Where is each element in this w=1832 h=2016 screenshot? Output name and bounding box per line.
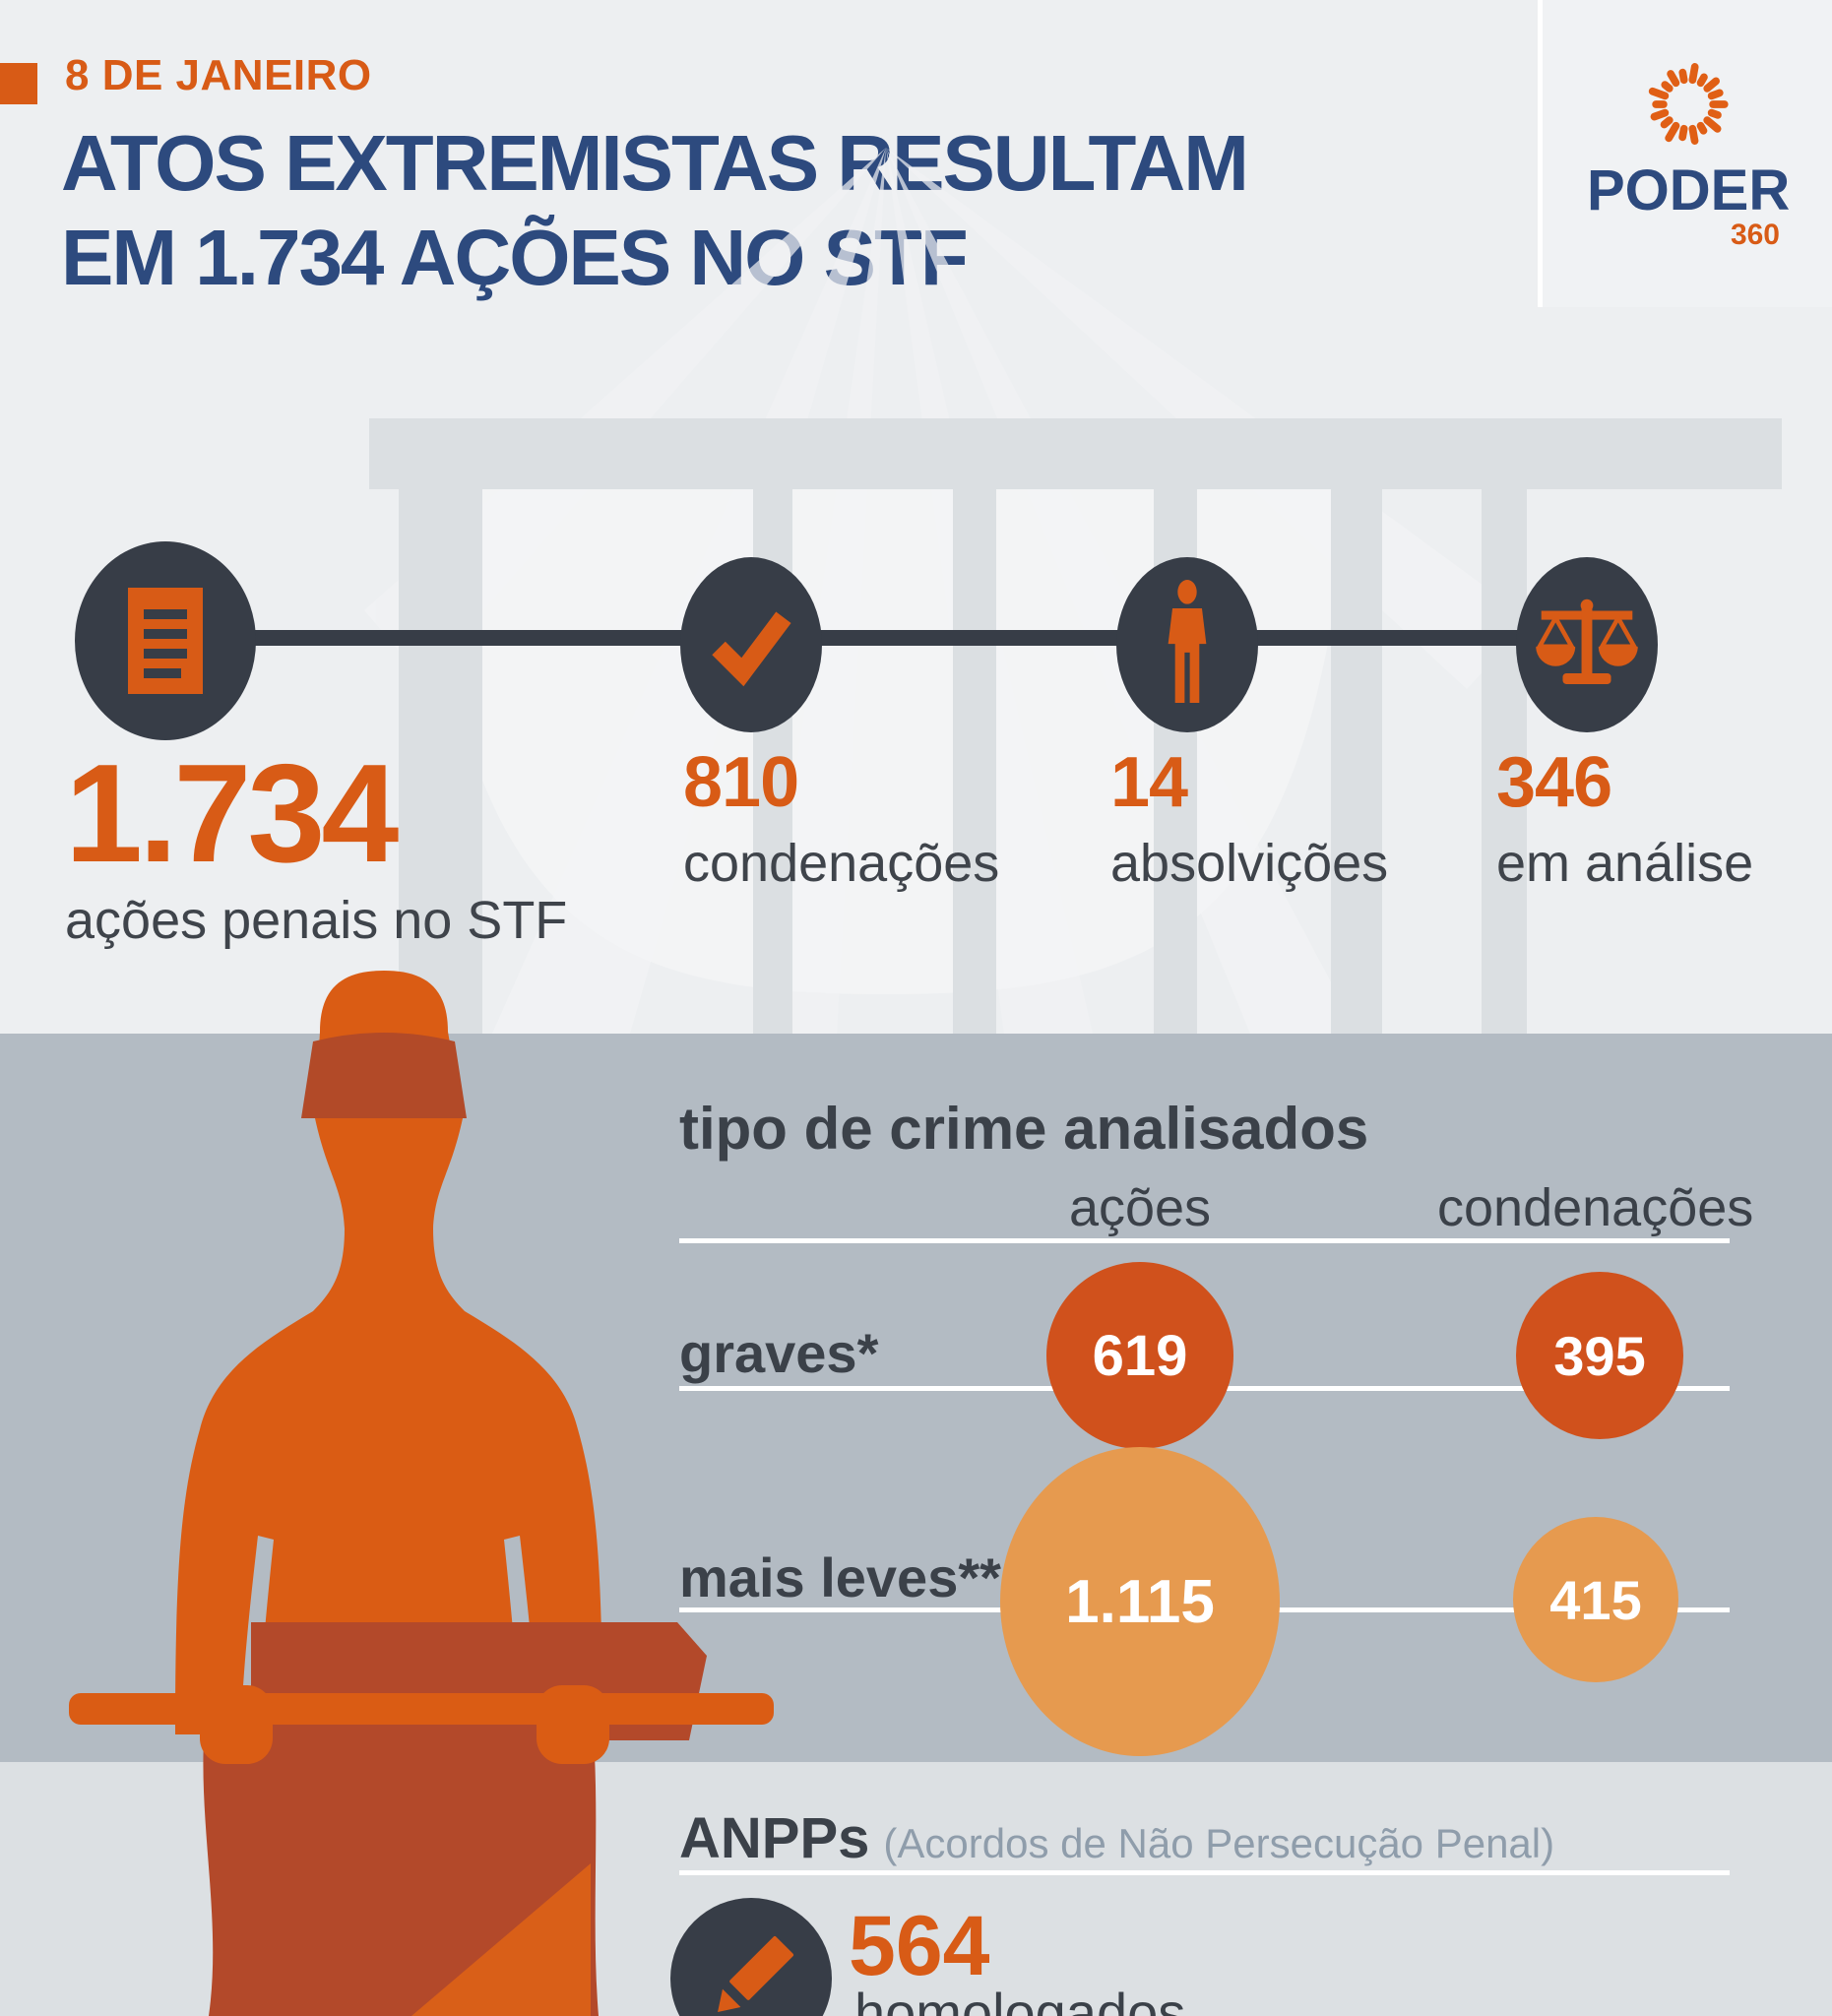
- anpp-value: 564: [849, 1899, 990, 1993]
- document-icon: [128, 588, 203, 694]
- anpp-subtitle: (Acordos de Não Persecução Penal): [883, 1820, 1555, 1866]
- stat-value: 14: [1110, 743, 1188, 822]
- bubble-value: 1.115: [1065, 1567, 1215, 1636]
- stat-label: absolvições: [1110, 834, 1389, 893]
- stat-em-analise: 346 em análise: [1496, 746, 1753, 894]
- kicker: 8 DE JANEIRO: [65, 51, 372, 99]
- anpp-rule: [679, 1870, 1730, 1875]
- stat-value: 810: [683, 743, 799, 822]
- anpp-label: homologados: [854, 1982, 1186, 2016]
- crimes-table-title: tipo de crime analisados: [679, 1096, 1369, 1162]
- timeline-connector-line: [162, 630, 1590, 646]
- timeline-node-em-analise: [1516, 557, 1658, 732]
- column-header-acoes: ações: [1068, 1178, 1212, 1237]
- stat-label: em análise: [1496, 834, 1754, 893]
- timeline-node-condenacoes: [680, 557, 822, 732]
- poder360-starburst-icon: [1648, 63, 1729, 145]
- bubble-value: 415: [1549, 1568, 1642, 1631]
- kicker-square: [0, 63, 37, 104]
- logo-sub: 360: [1730, 219, 1780, 251]
- stat-label: ações penais no STF: [65, 891, 568, 950]
- bubble-value: 619: [1092, 1323, 1188, 1388]
- stat-acoes-penais: 1.734 ações penais no STF: [65, 744, 567, 951]
- bubble-value: 395: [1553, 1324, 1646, 1387]
- bubble-mais-leves-condenacoes: 415: [1513, 1517, 1678, 1682]
- page-title: ATOS EXTREMISTAS RESULTAM EM 1.734 AÇÕES…: [61, 116, 1249, 305]
- stat-value: 1.734: [65, 735, 399, 892]
- anpp-header: ANPPs (Acordos de Não Persecução Penal): [679, 1805, 1554, 1871]
- scales-icon: [1536, 598, 1638, 684]
- row-label-graves: graves*: [679, 1322, 879, 1384]
- stat-condenacoes: 810 condenações: [683, 746, 999, 894]
- column-header-condenacoes: condenações: [1437, 1178, 1754, 1237]
- stat-absolvicoes: 14 absolvições: [1110, 746, 1388, 894]
- person-icon: [1168, 580, 1207, 703]
- page-title-line2: EM 1.734 AÇÕES NO STF: [61, 214, 969, 301]
- logo-name: PODER: [1587, 158, 1791, 222]
- header-divider: [1538, 0, 1543, 307]
- stat-label: condenações: [683, 834, 1000, 893]
- anpp-title: ANPPs: [679, 1806, 870, 1870]
- bubble-graves-condenacoes: 395: [1516, 1272, 1683, 1439]
- pencil-icon: [718, 1935, 794, 2012]
- check-icon: [712, 611, 791, 687]
- timeline-node-acoes: [75, 541, 256, 740]
- logo-panel: [1543, 0, 1832, 307]
- bubble-mais-leves-acoes: 1.115: [1000, 1447, 1280, 1756]
- row-label-mais-leves: mais leves**: [679, 1546, 1001, 1608]
- stat-value: 346: [1496, 743, 1612, 822]
- page-title-line1: ATOS EXTREMISTAS RESULTAM: [61, 119, 1249, 207]
- table-rule-header: [679, 1238, 1730, 1243]
- timeline-node-absolvicoes: [1116, 557, 1258, 732]
- bubble-graves-acoes: 619: [1046, 1262, 1233, 1449]
- anpp-badge: [670, 1898, 832, 2016]
